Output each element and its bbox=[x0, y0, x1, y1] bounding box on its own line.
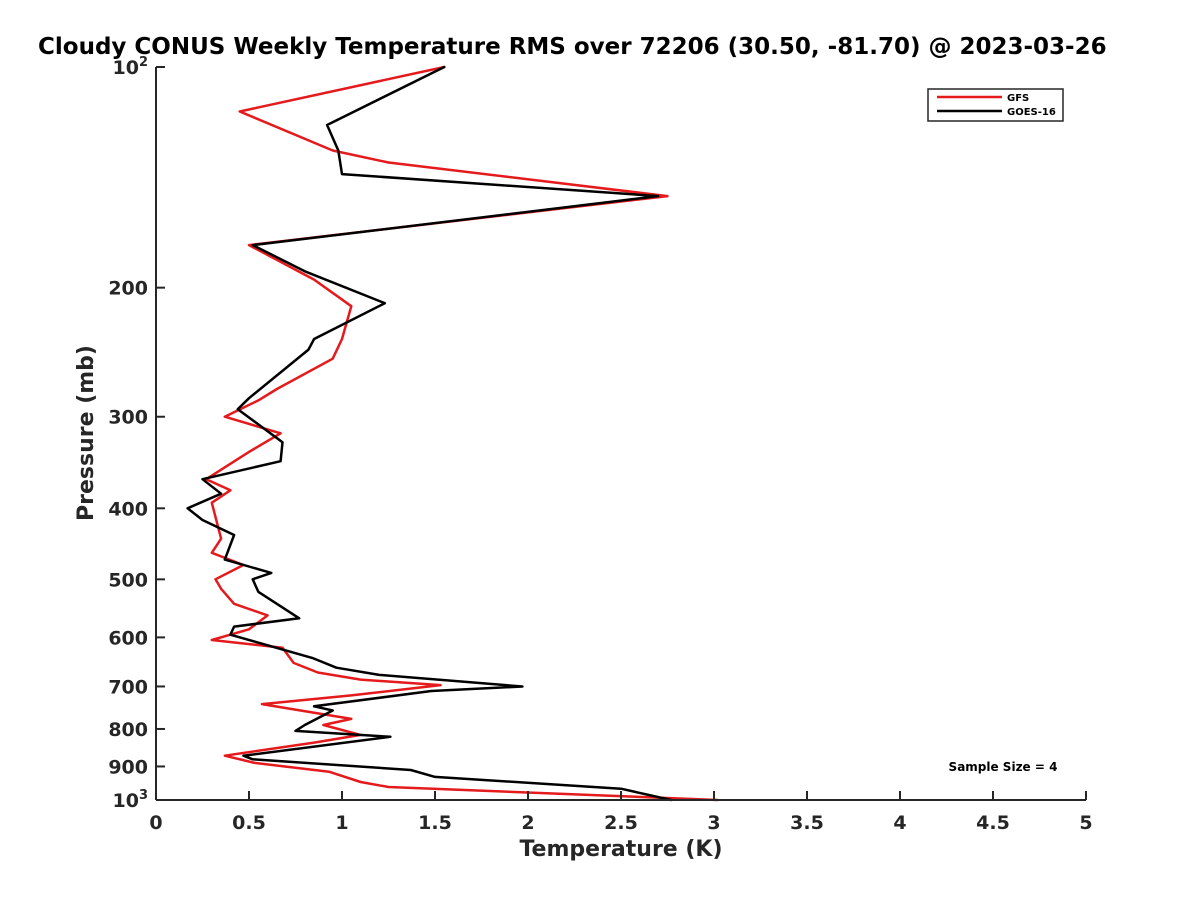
y-tick-label: 400 bbox=[108, 498, 148, 520]
x-tick-label: 4.5 bbox=[976, 812, 1010, 834]
chart-title: Cloudy CONUS Weekly Temperature RMS over… bbox=[38, 34, 1107, 60]
legend-box bbox=[927, 88, 1064, 122]
x-tick-label: 0.5 bbox=[232, 812, 266, 834]
y-tick-label: 200 bbox=[108, 278, 148, 300]
y-tick-label: 900 bbox=[108, 756, 148, 778]
legend: GFS GOES-16 bbox=[927, 88, 1064, 122]
x-tick-label: 0 bbox=[149, 812, 162, 834]
y-tick-label: 700 bbox=[108, 676, 148, 698]
x-ticks: 0 0.5 1 1.5 2 2.5 3 3.5 4 4.5 5 bbox=[149, 791, 1093, 834]
legend-label-gfs: GFS bbox=[1007, 93, 1029, 104]
legend-label-goes16: GOES-16 bbox=[1007, 107, 1056, 118]
x-tick-label: 5 bbox=[1079, 812, 1092, 834]
x-tick-label: 2 bbox=[521, 812, 534, 834]
x-tick-label: 1 bbox=[335, 812, 348, 834]
x-tick-label: 3 bbox=[707, 812, 720, 834]
x-tick-label: 1.5 bbox=[418, 812, 452, 834]
x-tick-label: 2.5 bbox=[604, 812, 638, 834]
y-axis-label: Pressure (mb) bbox=[74, 345, 99, 521]
y-tick-label: 500 bbox=[108, 569, 148, 591]
x-tick-label: 4 bbox=[893, 812, 906, 834]
sample-size-annotation: Sample Size = 4 bbox=[949, 760, 1058, 774]
y-tick-label: 600 bbox=[108, 627, 148, 649]
y-tick-label: 103 bbox=[113, 788, 149, 812]
x-axis-label: Temperature (K) bbox=[519, 837, 722, 862]
series-line-gfs bbox=[204, 65, 719, 802]
y-tick-label: 300 bbox=[108, 407, 148, 429]
x-tick-label: 3.5 bbox=[790, 812, 824, 834]
series-layer bbox=[186, 65, 719, 802]
series-line-goes16 bbox=[186, 65, 673, 802]
y-tick-label: 800 bbox=[108, 719, 148, 741]
